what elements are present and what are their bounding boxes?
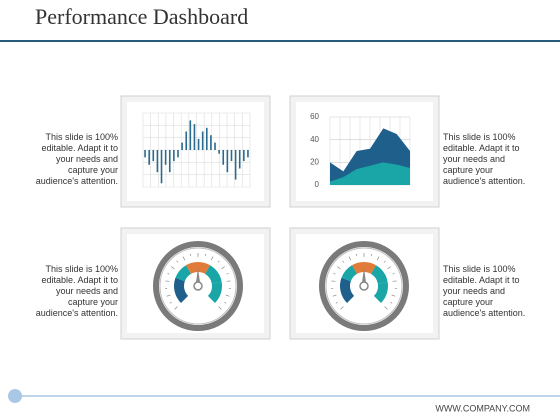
- gauge-tick: [210, 256, 214, 261]
- bar: [205, 127, 208, 150]
- gauge-tick: [337, 266, 341, 270]
- gauge-tick: [348, 256, 352, 261]
- bar: [197, 138, 200, 150]
- gauge-tick: [171, 266, 175, 270]
- gauge-tick: [217, 260, 220, 263]
- y-tick-label: 60: [310, 112, 319, 121]
- gauge-tick: [331, 280, 336, 282]
- gauge-segment: [174, 277, 189, 303]
- bar: [210, 135, 212, 150]
- footer: WWW.COMPANY.COM: [435, 403, 530, 413]
- y-tick-label: 20: [310, 157, 319, 166]
- caption: This slide is 100% editable. Adapt it to…: [35, 132, 118, 186]
- bar: [201, 131, 204, 150]
- bar: [247, 150, 249, 158]
- bar: [168, 150, 171, 173]
- gauge-tick: [387, 266, 391, 270]
- gauge-tick: [335, 301, 338, 304]
- gauge-tick: [392, 273, 395, 275]
- gauge-tick: [182, 256, 186, 261]
- gauge-tick: [332, 294, 337, 297]
- gauge-tick: [384, 306, 388, 310]
- gauge-tick: [226, 280, 231, 282]
- caption: This slide is 100% editable. Adapt it to…: [443, 132, 526, 186]
- gauge-tick: [333, 273, 336, 275]
- gauge-tick: [165, 280, 170, 282]
- gauge-segment: [352, 262, 376, 275]
- bar: [185, 131, 188, 150]
- gauge-tick: [166, 294, 171, 297]
- bar: [181, 142, 183, 150]
- bar: [156, 150, 159, 173]
- title: Performance Dashboard: [35, 4, 248, 29]
- y-tick-label: 40: [310, 135, 319, 144]
- gauge-ring-inner: [159, 247, 237, 325]
- bar: [177, 150, 179, 158]
- gauge-segment: [207, 281, 222, 303]
- gauge-segment: [373, 281, 388, 303]
- gauge-tick: [226, 273, 229, 275]
- bar: [218, 150, 220, 154]
- gauge-tick: [342, 260, 345, 263]
- caption: This slide is 100% editable. Adapt it to…: [443, 264, 526, 318]
- bar: [226, 150, 229, 173]
- bar: [243, 150, 245, 162]
- gauge-tick: [340, 306, 344, 310]
- bar: [160, 150, 163, 184]
- bar: [238, 150, 241, 169]
- bar: [148, 150, 150, 165]
- gauge-hub: [193, 281, 203, 291]
- bar: [222, 150, 225, 165]
- bar: [164, 150, 167, 165]
- gauge-segment: [186, 262, 210, 275]
- bar: [144, 150, 146, 158]
- area: [330, 162, 410, 185]
- bar: [173, 150, 175, 162]
- gauge-tick: [390, 301, 393, 304]
- gauge-tick: [383, 260, 386, 263]
- bar: [230, 150, 233, 162]
- gauge-tick: [174, 306, 178, 310]
- gauge-tick: [169, 301, 172, 304]
- gauge-segment: [204, 265, 222, 284]
- gauge-tick: [221, 266, 225, 270]
- gauge-ring-inner: [325, 247, 403, 325]
- caption: This slide is 100% editable. Adapt it to…: [35, 264, 118, 318]
- y-tick-label: 0: [315, 180, 320, 189]
- gauge-segment: [370, 265, 388, 284]
- gauge-tick: [176, 260, 179, 263]
- gauge-tick: [167, 273, 170, 275]
- gauge-tick: [376, 256, 380, 261]
- gauge-tick: [225, 294, 230, 297]
- bar: [214, 142, 216, 150]
- gauge-segment: [341, 265, 358, 282]
- bar: [193, 124, 196, 150]
- gauge-tick: [224, 301, 227, 304]
- gauge-tick: [218, 306, 222, 310]
- bar: [234, 150, 237, 180]
- bar: [152, 150, 155, 162]
- gauge-hub: [359, 281, 369, 291]
- gauge-segment: [175, 265, 192, 282]
- gauge-tick: [392, 280, 397, 282]
- gauge-segment: [340, 277, 355, 303]
- gauge-tick: [391, 294, 396, 297]
- bar: [189, 120, 192, 150]
- footer-dot: [8, 389, 22, 403]
